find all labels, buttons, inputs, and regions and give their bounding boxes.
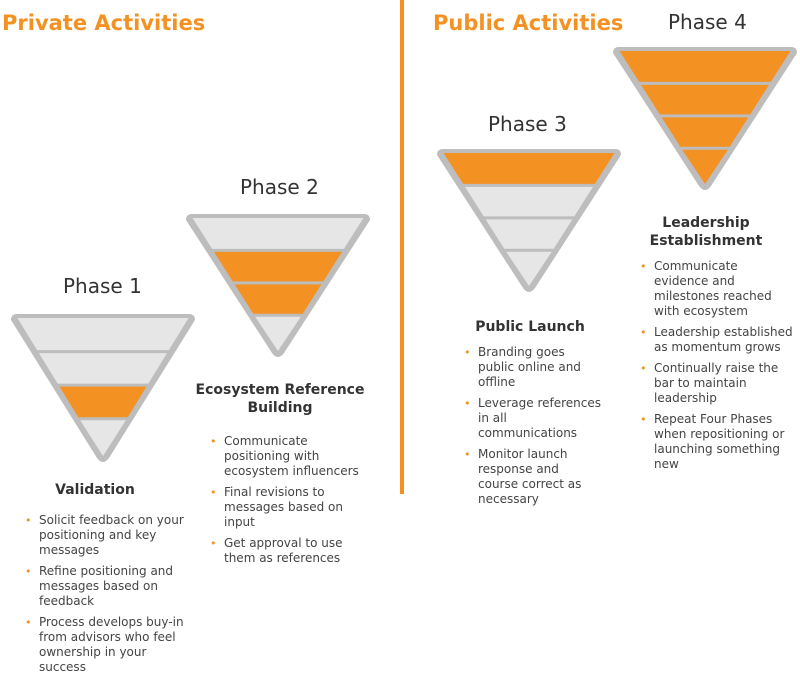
phase-1-label: Phase 1 <box>63 274 142 298</box>
private-activities-title: Private Activities <box>2 11 206 35</box>
list-item: Branding goes public online and offline <box>462 345 602 390</box>
funnel-band-2 <box>465 186 593 217</box>
phase-4-funnel <box>613 47 797 190</box>
phase-2-heading: Ecosystem Reference Building <box>195 382 365 416</box>
list-item: Process develops buy-in from advisors wh… <box>23 615 188 675</box>
funnel-band-4 <box>255 316 301 351</box>
list-item: Get approval to use them as references <box>208 536 368 566</box>
list-item: Leadership established as momentum grows <box>638 325 793 355</box>
funnel-band-1-active <box>619 51 791 82</box>
funnel-band-3-active <box>59 386 147 418</box>
phase-3-heading: Public Launch <box>475 319 585 335</box>
phase-3-bullets: Branding goes public online and offline … <box>462 345 602 513</box>
phase-1-heading: Validation <box>55 482 135 498</box>
funnel-band-3-active <box>234 284 322 314</box>
phase-4-label: Phase 4 <box>668 10 747 34</box>
funnel-band-2-active <box>214 251 342 282</box>
list-item: Solicit feedback on your positioning and… <box>23 513 188 558</box>
phase-1-funnel <box>11 314 195 462</box>
phase-2-label: Phase 2 <box>240 175 319 199</box>
list-item: Refine positioning and messages based on… <box>23 564 188 609</box>
list-item: Communicate positioning with ecosystem i… <box>208 434 368 479</box>
funnel-band-1-active <box>443 153 615 184</box>
list-item: Leverage references in all communication… <box>462 396 602 441</box>
funnel-band-3 <box>485 219 573 249</box>
phase-2-funnel <box>186 214 370 357</box>
funnel-band-4-active <box>682 149 728 184</box>
phase-3-label: Phase 3 <box>488 112 567 136</box>
phase-4-heading: Leadership Establishment <box>649 215 763 249</box>
phase-3-funnel <box>437 149 621 292</box>
funnel-band-1 <box>17 318 189 351</box>
section-divider <box>400 0 404 494</box>
list-item: Monitor launch response and course corre… <box>462 447 602 507</box>
funnel-band-1 <box>192 218 364 249</box>
list-item: Continually raise the bar to maintain le… <box>638 361 793 406</box>
funnel-band-4 <box>80 420 126 456</box>
public-activities-title: Public Activities <box>433 11 624 35</box>
funnel-band-4 <box>506 251 552 286</box>
phase-2-bullets: Communicate positioning with ecosystem i… <box>208 434 368 572</box>
list-item: Final revisions to messages based on inp… <box>208 485 368 530</box>
funnel-band-3-active <box>661 117 749 147</box>
list-item: Communicate evidence and milestones reac… <box>638 259 793 319</box>
phase-1-bullets: Solicit feedback on your positioning and… <box>23 513 188 681</box>
funnel-band-2-active <box>641 84 769 115</box>
list-item: Repeat Four Phases when repositioning or… <box>638 412 793 472</box>
phase-4-bullets: Communicate evidence and milestones reac… <box>638 259 793 478</box>
funnel-band-2 <box>38 353 168 384</box>
